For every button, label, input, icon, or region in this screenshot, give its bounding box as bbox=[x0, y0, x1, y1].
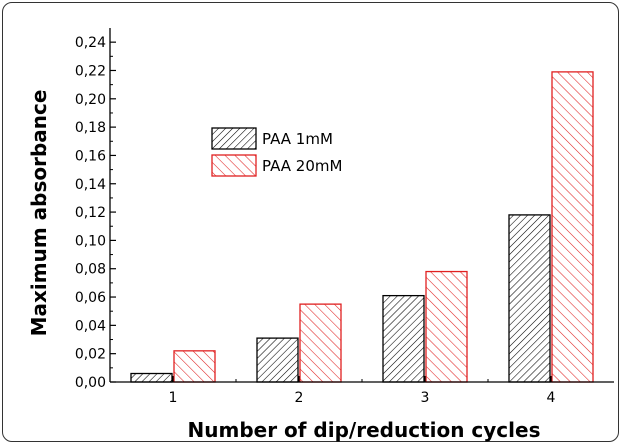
x-axis-title: Number of dip/reduction cycles bbox=[188, 418, 541, 442]
y-tick-label: 0,16 bbox=[75, 148, 106, 164]
y-axis: 0,00 0,02 0,04 0,06 0,08 0,10 0,12 0,14 0,16 0,18… bbox=[75, 28, 116, 391]
legend: PAA 1mM PAA 20mM bbox=[211, 127, 342, 177]
y-tick-label: 0,08 bbox=[75, 262, 106, 278]
bar-paa-1mm-cycle-2 bbox=[256, 337, 299, 383]
x-tick-label: 2 bbox=[295, 390, 304, 406]
y-tick-label: 0,18 bbox=[75, 120, 106, 136]
y-tick-label: 0,22 bbox=[75, 63, 106, 79]
y-tick-label: 0,02 bbox=[75, 347, 106, 363]
x-tick-label: 1 bbox=[169, 390, 178, 406]
bar-paa-20mm-cycle-3 bbox=[425, 270, 468, 383]
bar-paa-1mm-cycle-1 bbox=[130, 372, 173, 383]
bar-paa-20mm-cycle-2 bbox=[299, 303, 342, 383]
y-tick-label: 0,14 bbox=[75, 177, 106, 193]
legend-label: PAA 20mM bbox=[262, 157, 342, 175]
legend-swatch bbox=[211, 127, 257, 150]
x-tick-label: 3 bbox=[421, 390, 430, 406]
y-tick-label: 0,04 bbox=[75, 318, 106, 334]
y-axis-title: Maximum absorbance bbox=[27, 90, 51, 337]
legend-label: PAA 1mM bbox=[262, 130, 333, 148]
y-tick-label: 0,00 bbox=[75, 375, 106, 391]
bar-paa-1mm-cycle-3 bbox=[382, 294, 425, 383]
bars-group bbox=[130, 71, 594, 383]
bar-paa-20mm-cycle-1 bbox=[173, 350, 216, 383]
legend-swatch bbox=[211, 154, 257, 177]
bar-paa-20mm-cycle-4 bbox=[551, 71, 594, 383]
bar-paa-1mm-cycle-4 bbox=[508, 214, 551, 383]
y-tick-label: 0,20 bbox=[75, 92, 106, 108]
y-tick-label: 0,10 bbox=[75, 233, 106, 249]
y-tick-label: 0,12 bbox=[75, 205, 106, 221]
x-axis: 1 2 3 4 bbox=[110, 376, 614, 406]
y-tick-label: 0,06 bbox=[75, 290, 106, 306]
y-tick-label: 0,24 bbox=[75, 35, 106, 51]
x-tick-label: 4 bbox=[547, 390, 556, 406]
